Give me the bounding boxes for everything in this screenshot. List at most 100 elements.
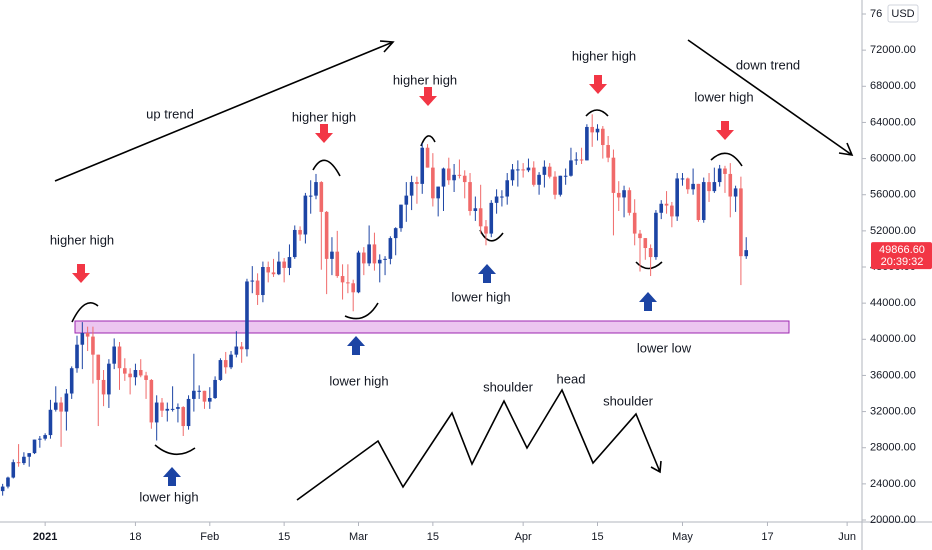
annotation: lower low — [637, 340, 692, 355]
candle-body — [170, 408, 175, 410]
up-arrows — [163, 264, 657, 486]
candle-body — [330, 251, 334, 259]
candle-body — [659, 203, 664, 213]
candle-body — [11, 462, 16, 478]
candle-body — [494, 196, 499, 203]
candle-body — [335, 251, 340, 277]
y-tick-label: 28000.00 — [870, 442, 916, 454]
candle-body — [138, 370, 143, 376]
candle-body — [383, 258, 387, 260]
candle-body — [149, 379, 154, 423]
candle-body — [314, 182, 318, 196]
candle-body — [197, 390, 201, 392]
candle-body — [69, 368, 74, 394]
candle-body — [404, 195, 409, 205]
candle-body — [186, 398, 191, 427]
candle-body — [409, 182, 414, 196]
candle-body — [595, 128, 600, 133]
candle-body — [425, 147, 430, 168]
highlight-arcs — [71, 109, 743, 456]
y-tick-label: 68000.00 — [870, 80, 916, 92]
candle-body — [192, 390, 196, 399]
candle-body — [181, 407, 186, 427]
x-tick-label: Feb — [200, 531, 219, 543]
y-tick-label: 40000.00 — [870, 333, 916, 345]
candle-body — [712, 182, 717, 192]
candle-body — [516, 169, 520, 171]
x-tick-label: 18 — [129, 531, 141, 543]
annotation: higher high — [572, 48, 636, 63]
candle-body — [85, 332, 90, 337]
candle-body — [638, 233, 642, 239]
candle-body — [362, 252, 366, 264]
candle-body — [234, 346, 239, 355]
candle-body — [255, 280, 260, 296]
candle-body — [207, 398, 212, 402]
y-tick-label: 36000.00 — [870, 369, 916, 381]
candle-body — [282, 261, 286, 268]
candle-body — [399, 204, 403, 229]
candle-body — [627, 190, 632, 213]
candle-body — [462, 175, 467, 183]
candle-body — [542, 166, 547, 175]
annotation: higher high — [393, 72, 457, 87]
support-zone — [74, 320, 790, 334]
candle-body — [261, 267, 265, 296]
candle-body — [611, 157, 616, 193]
candle-body — [563, 175, 568, 177]
annotation: lower high — [139, 489, 198, 504]
x-tick-label: Jun — [838, 531, 856, 543]
candle-body — [367, 244, 371, 264]
candle-body — [670, 205, 674, 217]
candle-body — [420, 147, 425, 184]
candle-body — [0, 486, 5, 492]
candle-body — [229, 354, 233, 368]
candle-body — [287, 257, 292, 268]
candle-body — [75, 344, 79, 369]
candle-body — [298, 229, 302, 235]
y-tick-label: 24000.00 — [870, 478, 916, 490]
y-tick-label: 32000.00 — [870, 405, 916, 417]
candle-body — [202, 390, 207, 402]
candle-body — [160, 402, 164, 411]
candle-body — [457, 174, 462, 176]
candle-body — [664, 203, 669, 206]
candle-body — [101, 379, 106, 395]
y-tick-label: 44000.00 — [870, 297, 916, 309]
y-tick-label: 64000.00 — [870, 116, 916, 128]
candle-body — [64, 393, 69, 412]
candle-body — [728, 173, 733, 197]
candle-body — [277, 261, 281, 275]
candle-body — [133, 370, 138, 378]
candle-body — [393, 228, 398, 239]
candle-body — [59, 402, 63, 412]
candle-body — [590, 126, 594, 133]
candle-body — [303, 195, 308, 235]
candle-body — [500, 196, 504, 198]
countdown: 20:39:32 — [881, 256, 924, 268]
annotation: higher high — [292, 109, 356, 124]
candle-body — [308, 195, 313, 197]
annotation: lower high — [329, 373, 388, 388]
annotation: shoulder — [603, 393, 654, 408]
candle-body — [123, 368, 127, 374]
candle-body — [680, 178, 685, 180]
candle-body — [585, 126, 589, 161]
candle-body — [107, 363, 111, 395]
candle-body — [505, 180, 510, 197]
candle-body — [266, 267, 271, 273]
candle-body — [245, 281, 249, 350]
candle-body — [579, 159, 584, 161]
annotation: head — [557, 371, 586, 386]
candle-body — [478, 208, 483, 227]
candle-body — [340, 276, 345, 283]
candle-body — [468, 182, 472, 211]
candle-body — [165, 408, 170, 411]
candle-body — [91, 336, 95, 355]
y-tick-label: 72000.00 — [870, 44, 916, 56]
candle-body — [112, 346, 116, 364]
candle-body — [431, 167, 435, 199]
candle-body — [707, 182, 711, 192]
candle-body — [675, 178, 679, 217]
